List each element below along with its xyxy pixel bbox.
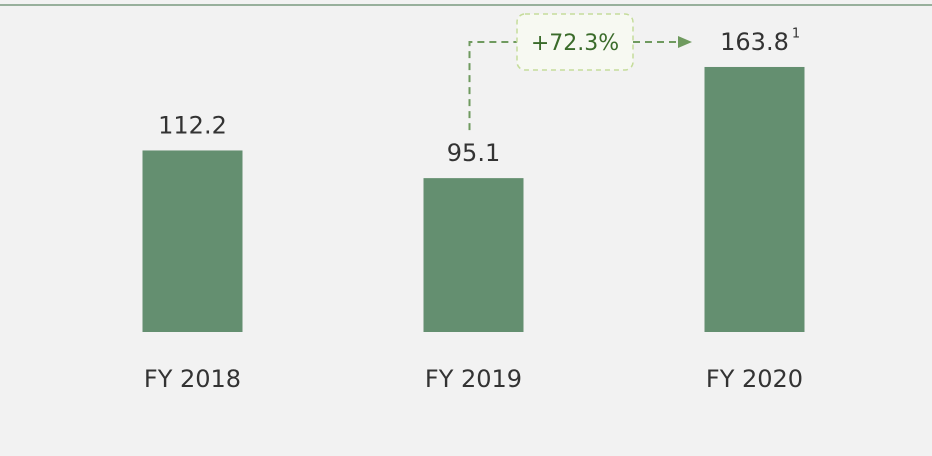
x-tick-label: FY 2018: [144, 365, 241, 393]
bar: [423, 178, 524, 332]
growth-connector: [468, 41, 517, 131]
value-label: 95.1: [447, 139, 500, 167]
value-label: 112.2: [158, 111, 227, 139]
x-tick-label: FY 2020: [706, 365, 803, 393]
bar: [142, 150, 243, 332]
growth-label: +72.3%: [531, 31, 619, 56]
footnote-marker: 1: [792, 26, 800, 41]
growth-arrow-head: [678, 36, 692, 48]
bar: [704, 66, 805, 332]
growth-box: [516, 13, 634, 71]
x-tick-label: FY 2019: [425, 365, 522, 393]
value-label: 163.8: [720, 28, 789, 56]
